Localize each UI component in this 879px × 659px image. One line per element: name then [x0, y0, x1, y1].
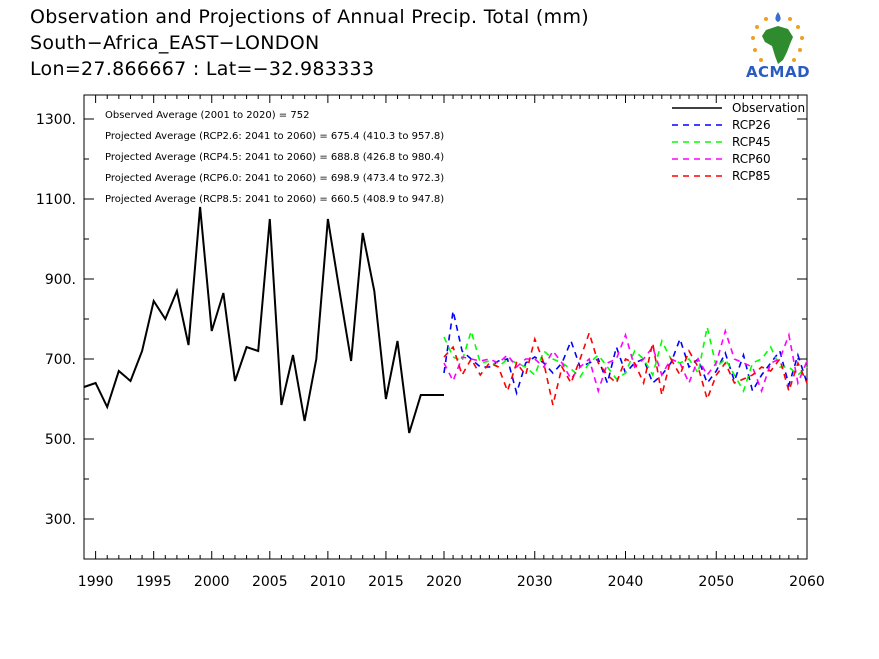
- annotation-text: Observed Average (2001 to 2020) = 752: [105, 110, 309, 121]
- x-tick-label: 1995: [136, 574, 172, 590]
- legend-label: RCP60: [732, 152, 771, 166]
- chart-subtitle-coordinates: Lon=27.866667 : Lat=−32.983333: [30, 58, 375, 80]
- x-tick-label: 2015: [368, 574, 404, 590]
- legend-label: RCP85: [732, 169, 771, 183]
- axes: 300. 500. 700. 900. 1100. 1300. 1990 1995 2000 20…: [36, 95, 825, 590]
- y-tick-label: 300.: [45, 512, 76, 528]
- x-tick-label: 2005: [252, 574, 288, 590]
- series-line-observation: [83, 206, 444, 434]
- y-tick-label: 900.: [45, 272, 76, 288]
- x-tick-label: 2030: [517, 574, 553, 590]
- africa-icon: [751, 12, 804, 64]
- annotation-text: Projected Average (RCP6.0: 2041 to 2060)…: [105, 173, 444, 184]
- logo-text: ACMAD: [745, 63, 811, 81]
- chart-subtitle-location: South−Africa_EAST−LONDON: [30, 32, 320, 54]
- series-line-rcp85: [443, 330, 808, 406]
- y-tick-label: 500.: [45, 432, 76, 448]
- legend-label: Observation: [732, 101, 805, 115]
- legend-label: RCP26: [732, 118, 771, 132]
- x-tick-label: 2040: [608, 574, 644, 590]
- series-line-rcp26: [443, 310, 808, 396]
- x-tick-label: 2060: [789, 574, 825, 590]
- y-tick-label: 700.: [45, 352, 76, 368]
- annotation-text: Projected Average (RCP4.5: 2041 to 2060)…: [105, 152, 444, 163]
- series-layer: [83, 206, 808, 434]
- x-tick-label: 1990: [78, 574, 114, 590]
- chart-title: Observation and Projections of Annual Pr…: [30, 6, 589, 28]
- annotation-text: Projected Average (RCP8.5: 2041 to 2060)…: [105, 194, 444, 205]
- y-tick-label: 1100.: [36, 192, 76, 208]
- x-tick-label: 2000: [194, 574, 230, 590]
- legend: Observation RCP26 RCP45 RCP60 RCP85: [672, 101, 805, 183]
- x-tick-label: 2020: [426, 574, 462, 590]
- acmad-logo: ACMAD: [738, 8, 818, 84]
- series-line-rcp45: [443, 326, 808, 393]
- x-tick-label: 2010: [310, 574, 346, 590]
- legend-label: RCP45: [732, 135, 771, 149]
- x-tick-label: 2050: [698, 574, 734, 590]
- annotation-text: Projected Average (RCP2.6: 2041 to 2060)…: [105, 131, 444, 142]
- annotations: Observed Average (2001 to 2020) = 752 Pro…: [105, 110, 444, 205]
- plot-frame: [83, 94, 808, 560]
- series-line-rcp60: [443, 328, 808, 394]
- y-tick-label: 1300.: [36, 112, 76, 128]
